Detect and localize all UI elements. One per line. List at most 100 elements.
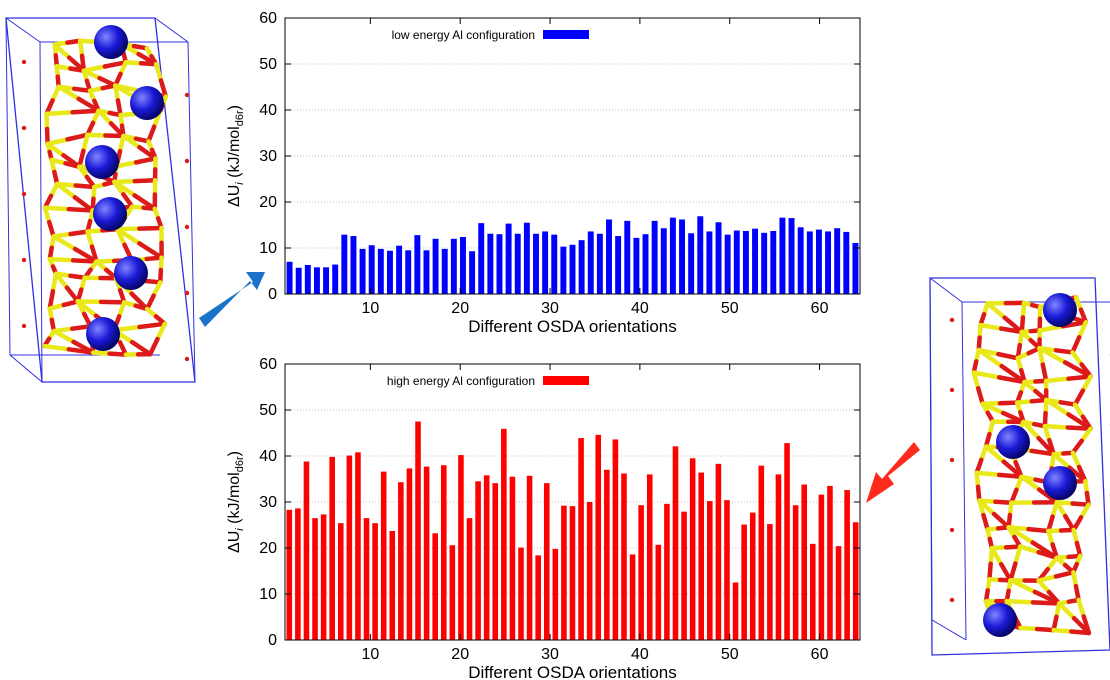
bond bbox=[90, 350, 112, 356]
bond bbox=[81, 68, 102, 81]
bar bbox=[368, 245, 375, 294]
bond bbox=[85, 229, 95, 249]
x-tick-label: 40 bbox=[631, 300, 649, 317]
bar bbox=[295, 508, 301, 640]
bond bbox=[1079, 426, 1093, 444]
aluminum-atom bbox=[86, 317, 120, 351]
oxygen-dot bbox=[184, 356, 190, 362]
y-tick-label: 10 bbox=[259, 240, 277, 257]
y-tick-label: 20 bbox=[259, 194, 277, 211]
bar bbox=[533, 233, 539, 294]
bond bbox=[50, 84, 61, 103]
bond bbox=[52, 42, 72, 60]
bond bbox=[44, 111, 50, 132]
bond bbox=[65, 132, 90, 142]
bond bbox=[971, 370, 1002, 380]
bond bbox=[47, 288, 56, 311]
oxygen-dot bbox=[949, 527, 955, 533]
bar bbox=[355, 452, 361, 640]
bond bbox=[1043, 376, 1071, 384]
bar bbox=[843, 231, 850, 294]
bond bbox=[64, 285, 81, 304]
bond bbox=[53, 271, 70, 290]
bond bbox=[1014, 399, 1034, 405]
x-tick-label: 50 bbox=[721, 646, 739, 663]
bar bbox=[466, 518, 473, 640]
bar bbox=[669, 217, 676, 294]
x-tick-label: 30 bbox=[541, 646, 559, 663]
bond bbox=[45, 137, 70, 147]
bond bbox=[1072, 402, 1086, 419]
bond bbox=[77, 38, 85, 58]
bar bbox=[406, 468, 413, 640]
bar bbox=[415, 421, 421, 640]
bond bbox=[144, 293, 156, 312]
bond bbox=[1013, 459, 1024, 480]
bond bbox=[103, 133, 126, 139]
legend-swatch bbox=[543, 30, 589, 39]
bond bbox=[117, 133, 126, 154]
bond bbox=[138, 60, 159, 67]
aluminum-atom bbox=[996, 425, 1030, 459]
bond bbox=[75, 299, 99, 319]
bar bbox=[398, 482, 404, 640]
bar bbox=[458, 455, 464, 640]
bond bbox=[42, 205, 72, 212]
aluminum-atom bbox=[1043, 293, 1077, 327]
bond bbox=[70, 108, 101, 115]
bar bbox=[629, 554, 636, 640]
bond bbox=[85, 132, 108, 138]
bond bbox=[1036, 549, 1060, 561]
bond bbox=[1040, 362, 1049, 384]
bar bbox=[551, 234, 558, 294]
arrow-icon bbox=[199, 272, 265, 327]
bond bbox=[1046, 514, 1055, 534]
bond bbox=[56, 84, 81, 102]
bond bbox=[1029, 397, 1049, 404]
bar bbox=[741, 524, 747, 640]
bond bbox=[1066, 374, 1093, 381]
y-tick-label: 40 bbox=[259, 448, 277, 465]
bar bbox=[501, 428, 507, 640]
bond bbox=[132, 178, 158, 184]
bar bbox=[483, 475, 490, 640]
bond bbox=[1063, 513, 1076, 533]
bond bbox=[158, 78, 169, 99]
bond bbox=[1042, 423, 1052, 443]
bond bbox=[1080, 374, 1093, 393]
bar bbox=[560, 246, 567, 294]
bar bbox=[514, 233, 521, 294]
aluminum-atom bbox=[983, 603, 1017, 637]
bond bbox=[1065, 425, 1093, 432]
bond bbox=[147, 336, 160, 357]
aluminum-atom bbox=[94, 25, 128, 59]
bond bbox=[1056, 601, 1077, 621]
bond bbox=[46, 219, 56, 239]
bar bbox=[801, 484, 808, 640]
bar bbox=[767, 524, 773, 640]
bar bbox=[852, 522, 859, 640]
bond bbox=[54, 181, 78, 200]
bond bbox=[1051, 627, 1074, 634]
aluminum-atom bbox=[85, 145, 119, 179]
bond bbox=[985, 301, 1007, 320]
bar bbox=[386, 250, 393, 294]
bar bbox=[526, 475, 533, 640]
bond bbox=[1072, 388, 1086, 407]
bar bbox=[380, 471, 387, 640]
bond bbox=[68, 229, 90, 237]
oxygen-dot bbox=[184, 290, 190, 296]
bond bbox=[1051, 451, 1072, 470]
bar bbox=[615, 236, 622, 294]
bond bbox=[1021, 419, 1041, 441]
bond bbox=[1036, 578, 1052, 595]
bar bbox=[323, 267, 330, 294]
bar bbox=[350, 236, 357, 294]
bond bbox=[981, 512, 990, 532]
oxygen-dot bbox=[184, 158, 190, 164]
y-axis: 0 10 20 30 40 50 60 bbox=[259, 356, 860, 649]
oxygen-dot bbox=[21, 323, 27, 329]
bond bbox=[47, 256, 76, 263]
bar bbox=[509, 476, 516, 640]
bar bbox=[664, 503, 670, 640]
